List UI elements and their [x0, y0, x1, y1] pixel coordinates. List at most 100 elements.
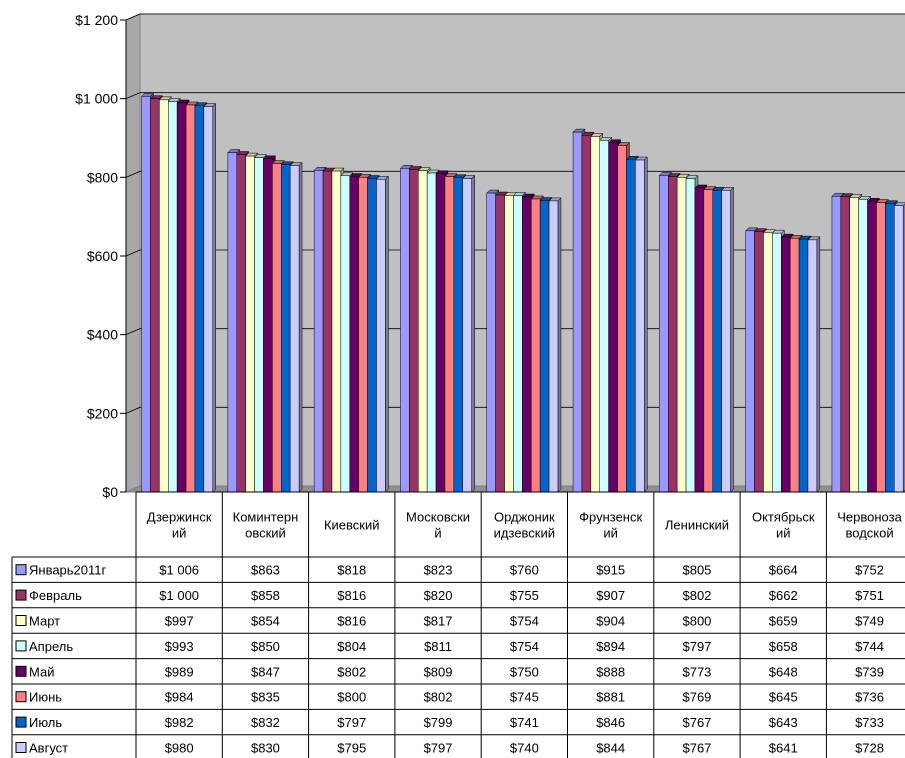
data-cell: $844	[596, 741, 625, 756]
data-cell: $804	[337, 639, 366, 654]
bar-front	[885, 203, 895, 493]
legend-key	[15, 691, 27, 703]
bar	[289, 161, 303, 493]
data-cell: $809	[424, 664, 453, 679]
data-cell: $847	[251, 664, 280, 679]
bar-front	[608, 142, 618, 493]
bar	[893, 202, 905, 493]
y-tick-label: $1 000	[75, 91, 118, 107]
bar-front	[772, 232, 782, 493]
y-tick-label: $200	[87, 405, 118, 421]
gridline	[125, 13, 905, 21]
legend-key	[15, 716, 27, 728]
data-cell: $752	[855, 563, 884, 578]
bar-front	[894, 205, 904, 493]
bar-front	[789, 238, 800, 493]
y-tick-label: $0	[102, 484, 118, 500]
data-cell: $980	[165, 741, 194, 756]
data-cell: $659	[769, 614, 798, 629]
bar-front	[185, 104, 196, 493]
data-cell: $894	[596, 639, 625, 654]
bar-front	[376, 179, 386, 493]
bar-front	[289, 165, 300, 493]
bar-front	[590, 136, 600, 493]
data-cell: $811	[424, 639, 452, 654]
legend-label: Май	[29, 664, 54, 679]
data-cell: $645	[769, 690, 798, 705]
data-cell: $820	[424, 588, 453, 603]
data-cell: $728	[855, 741, 884, 756]
bar-front	[754, 231, 764, 493]
bar-side	[298, 161, 303, 493]
data-cell: $751	[855, 588, 884, 603]
legend-key	[15, 742, 27, 753]
data-cell: $854	[251, 614, 280, 629]
bar-front	[444, 176, 455, 493]
data-cell: $767	[682, 741, 711, 756]
data-cell: $643	[769, 715, 798, 730]
data-cell: $754	[510, 639, 539, 654]
bar-side	[644, 156, 648, 493]
data-cell: $907	[596, 588, 625, 603]
data-cell: $915	[596, 563, 625, 578]
data-cell: $858	[251, 588, 280, 603]
data-cell: $797	[424, 741, 453, 756]
bar	[634, 156, 648, 493]
data-cell: $888	[596, 664, 625, 679]
data-cell: $797	[682, 639, 711, 654]
data-cell: $818	[337, 563, 366, 578]
data-cell: $736	[855, 690, 884, 705]
bar-front	[831, 195, 842, 493]
gridline	[125, 170, 905, 178]
bar-front	[263, 158, 273, 493]
data-cell: $795	[337, 741, 366, 756]
bar-front	[599, 140, 609, 493]
bar-front	[176, 102, 187, 493]
category-label: Киевский	[324, 518, 380, 533]
y-tick-label: $800	[87, 169, 118, 185]
bar	[462, 174, 476, 493]
category-label: Червоноза водской	[837, 510, 902, 541]
bar-front	[236, 154, 246, 493]
gridline	[125, 92, 905, 100]
bar-front	[453, 177, 464, 493]
data-cell: $989	[165, 664, 194, 679]
bar-front	[409, 169, 419, 493]
bar-front	[807, 239, 818, 493]
bar-front	[676, 177, 687, 493]
data-cell: $850	[251, 639, 280, 654]
category-label: Орджоник идзевский	[494, 510, 555, 541]
bar-front	[141, 96, 151, 493]
bar-front	[867, 201, 877, 493]
bar-front	[227, 152, 238, 493]
data-cell: $739	[855, 664, 884, 679]
bar-front	[798, 238, 809, 493]
bar-front	[322, 170, 333, 493]
category-label: Коминтерн овский	[233, 510, 299, 541]
data-cell: $982	[165, 715, 194, 730]
data-cell: $805	[682, 563, 711, 578]
bar-front	[548, 200, 559, 493]
data-cell: $835	[251, 690, 280, 705]
data-cell: $816	[337, 614, 366, 629]
category-label: Ленинский	[665, 518, 729, 533]
data-cell: $767	[682, 715, 711, 730]
data-cell: $800	[682, 614, 711, 629]
bar-front	[340, 175, 351, 493]
legend-label: Январь2011г	[29, 563, 107, 578]
data-cell: $750	[510, 664, 539, 679]
bar-front	[194, 105, 205, 493]
y-tick-label: $600	[87, 248, 118, 264]
y-tick-label: $400	[87, 327, 118, 343]
data-cell: $741	[510, 715, 539, 730]
data-cell: $984	[165, 690, 194, 705]
data-cell: $817	[424, 614, 453, 629]
legend-label: Август	[29, 741, 68, 756]
bar-front	[150, 98, 160, 493]
data-cell: $904	[596, 614, 625, 629]
bar-front	[572, 131, 583, 493]
bar-front	[272, 163, 282, 493]
legend-key	[15, 564, 27, 576]
data-cell: $797	[337, 715, 366, 730]
data-cell: $802	[682, 588, 711, 603]
